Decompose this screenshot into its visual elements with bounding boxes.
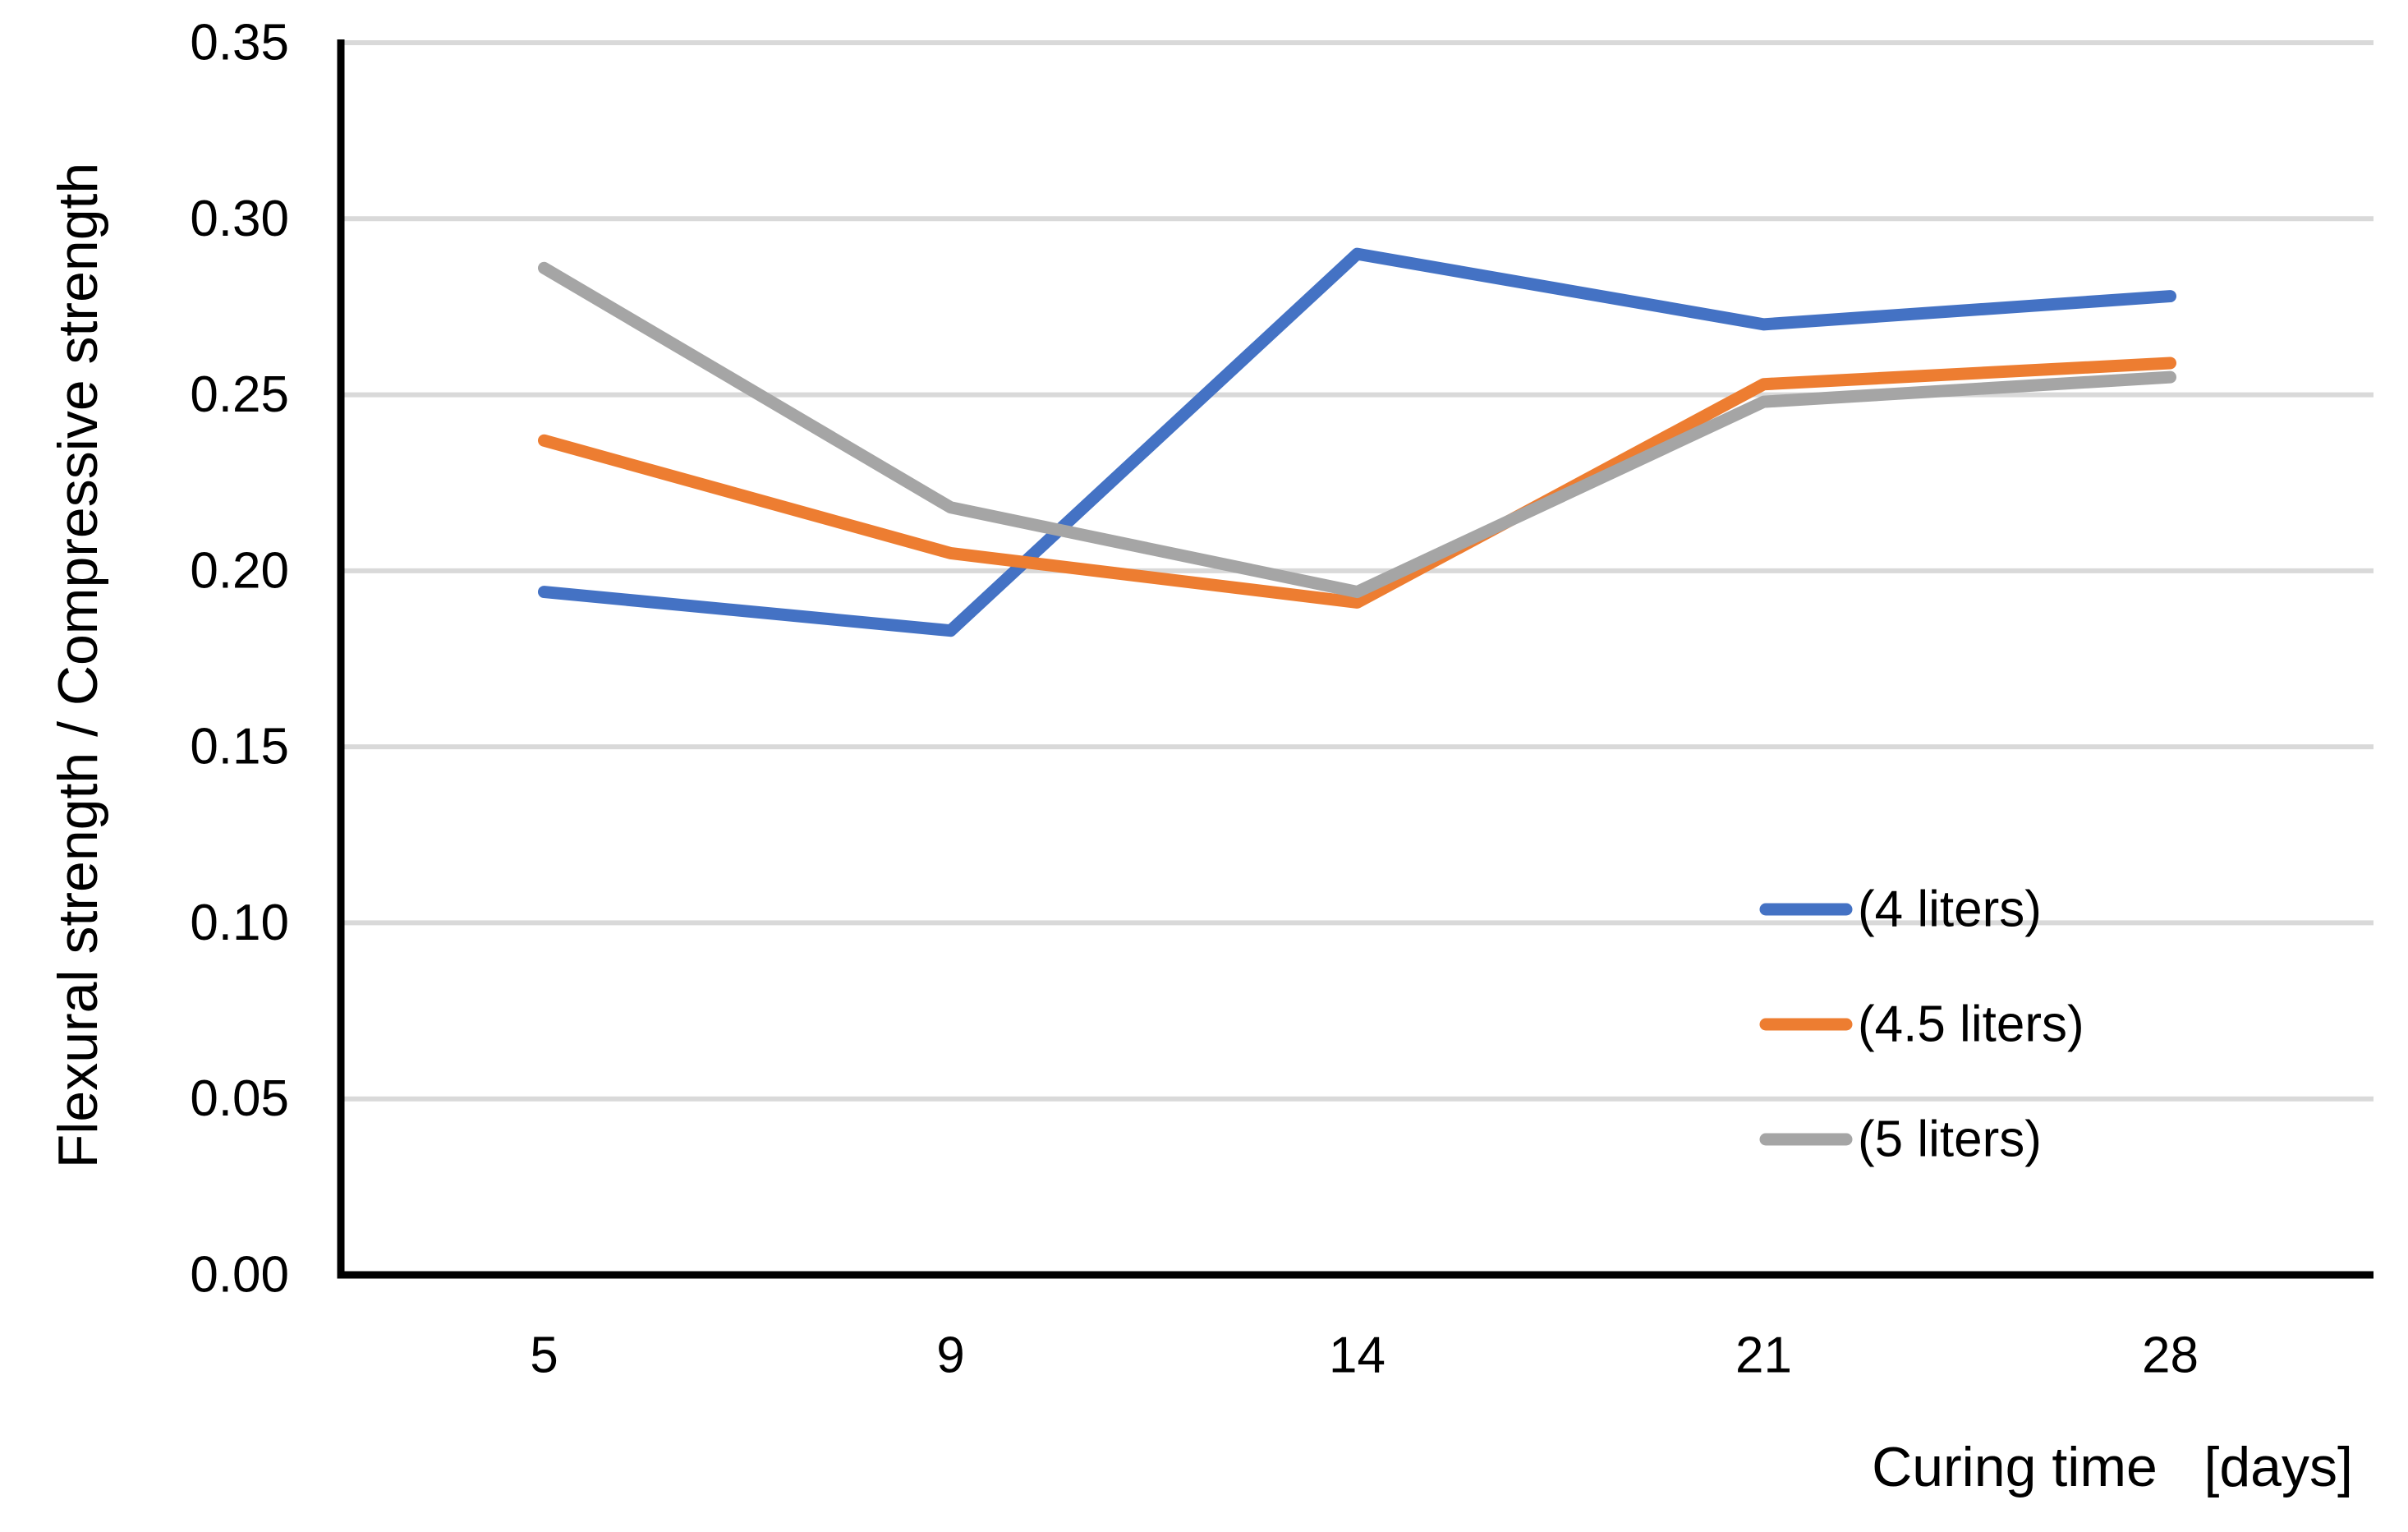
legend-item: (4 liters): [1759, 881, 2042, 938]
x-tick-label: 21: [1735, 1327, 1792, 1384]
x-tick-label: 28: [2142, 1327, 2199, 1384]
y-tick-label: 0.25: [190, 366, 289, 423]
y-tick-label: 0.30: [190, 191, 289, 247]
series-lines: [538, 247, 2176, 637]
legend: (4 liters) (4.5 liters) (5 liters): [1759, 881, 2084, 1168]
y-tick-label: 0.05: [190, 1070, 289, 1127]
y-axis-title: Flexural strength / Compressive strength: [47, 163, 109, 1169]
series-line-4-liters: [538, 247, 2176, 637]
legend-label-4-5-liters: (4.5 liters): [1858, 996, 2084, 1053]
y-axis-tick-labels: 0.00 0.05 0.10 0.15 0.20 0.25 0.30 0.35: [190, 15, 289, 1304]
x-axis-title: Curing time [days]: [1872, 1436, 2353, 1498]
legend-label-4-liters: (4 liters): [1858, 881, 2042, 938]
y-tick-label: 0.00: [190, 1247, 289, 1304]
y-tick-label: 0.20: [190, 542, 289, 599]
series-line-4.5-liters: [538, 357, 2176, 609]
gridlines: [341, 40, 2374, 1102]
x-axis-tick-labels: 5 9 14 21 28: [530, 1327, 2199, 1384]
y-tick-label: 0.35: [190, 15, 289, 71]
legend-item: (5 liters): [1759, 1111, 2042, 1168]
legend-label-5-liters: (5 liters): [1858, 1111, 2042, 1168]
legend-item: (4.5 liters): [1759, 996, 2084, 1053]
y-tick-label: 0.10: [190, 895, 289, 951]
y-tick-label: 0.15: [190, 719, 289, 775]
series-line-5-liters: [538, 261, 2176, 599]
axes: [337, 39, 2374, 1279]
x-tick-label: 14: [1329, 1327, 1386, 1384]
x-tick-label: 9: [936, 1327, 964, 1384]
x-tick-label: 5: [530, 1327, 558, 1384]
